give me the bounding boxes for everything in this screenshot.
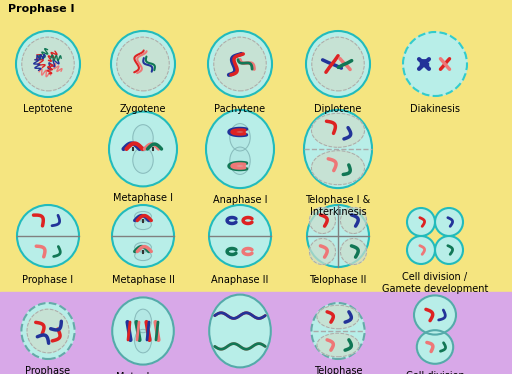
Text: Telophase II: Telophase II xyxy=(309,275,367,285)
Text: Anaphase I: Anaphase I xyxy=(213,195,267,205)
Ellipse shape xyxy=(117,37,169,91)
Text: Leptotene: Leptotene xyxy=(23,104,73,114)
Text: Metaphase: Metaphase xyxy=(116,372,170,374)
Text: Prophase I: Prophase I xyxy=(8,4,75,14)
Bar xyxy=(0,292,512,374)
Ellipse shape xyxy=(135,309,152,333)
Ellipse shape xyxy=(311,113,365,147)
Ellipse shape xyxy=(230,147,250,174)
Ellipse shape xyxy=(135,242,152,252)
Text: Telophase I &
Interkinesis: Telophase I & Interkinesis xyxy=(305,195,371,217)
Text: Telophase: Telophase xyxy=(314,366,362,374)
Ellipse shape xyxy=(435,208,463,236)
Ellipse shape xyxy=(209,295,271,367)
Text: Metaphase I: Metaphase I xyxy=(113,193,173,203)
Ellipse shape xyxy=(230,123,250,151)
Text: Cell division /
Gamete development: Cell division / Gamete development xyxy=(382,272,488,294)
Ellipse shape xyxy=(17,205,79,267)
Ellipse shape xyxy=(135,220,152,230)
Ellipse shape xyxy=(403,32,467,96)
Ellipse shape xyxy=(340,208,367,233)
Ellipse shape xyxy=(112,205,174,267)
Text: Cell division: Cell division xyxy=(406,371,464,374)
Ellipse shape xyxy=(311,151,365,185)
Ellipse shape xyxy=(111,31,175,97)
Text: Diplotene: Diplotene xyxy=(314,104,361,114)
Ellipse shape xyxy=(135,251,152,261)
Ellipse shape xyxy=(407,236,435,264)
Ellipse shape xyxy=(208,31,272,97)
Text: Prophase I: Prophase I xyxy=(23,275,74,285)
Ellipse shape xyxy=(22,37,74,91)
Ellipse shape xyxy=(27,309,69,353)
Ellipse shape xyxy=(306,31,370,97)
Ellipse shape xyxy=(309,208,335,233)
Text: Anaphase II: Anaphase II xyxy=(211,275,269,285)
Ellipse shape xyxy=(133,125,153,151)
Text: Prophase: Prophase xyxy=(26,366,71,374)
Ellipse shape xyxy=(317,333,359,357)
Text: Pachytene: Pachytene xyxy=(215,104,266,114)
Ellipse shape xyxy=(435,236,463,264)
Ellipse shape xyxy=(407,208,435,236)
Ellipse shape xyxy=(317,305,359,329)
Ellipse shape xyxy=(206,110,274,188)
Ellipse shape xyxy=(311,303,365,359)
Ellipse shape xyxy=(109,111,177,186)
Ellipse shape xyxy=(112,297,174,365)
Ellipse shape xyxy=(309,239,335,264)
Ellipse shape xyxy=(340,239,367,264)
Ellipse shape xyxy=(414,295,456,335)
Text: Zygotene: Zygotene xyxy=(120,104,166,114)
Ellipse shape xyxy=(304,110,372,188)
Ellipse shape xyxy=(209,205,271,267)
Ellipse shape xyxy=(135,211,152,221)
Ellipse shape xyxy=(133,147,153,173)
Ellipse shape xyxy=(16,31,80,97)
Ellipse shape xyxy=(307,205,369,267)
Ellipse shape xyxy=(214,37,266,91)
Ellipse shape xyxy=(417,330,453,364)
Ellipse shape xyxy=(135,329,152,353)
Text: Metaphase II: Metaphase II xyxy=(112,275,175,285)
Text: Diakinesis: Diakinesis xyxy=(410,104,460,114)
Ellipse shape xyxy=(312,37,364,91)
Ellipse shape xyxy=(22,303,75,359)
